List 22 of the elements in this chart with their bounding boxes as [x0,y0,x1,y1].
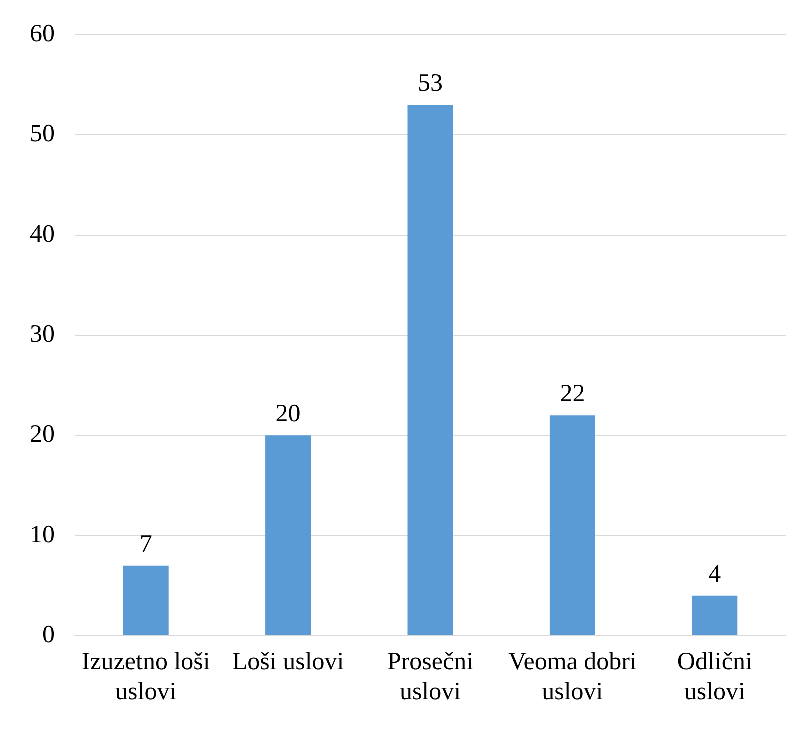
y-tick-label: 50 [30,120,55,148]
x-tick-label: Prosečni uslovi [387,648,474,706]
data-label: 53 [418,70,443,98]
data-label: 22 [560,380,586,408]
data-label: 20 [276,400,301,428]
y-tick-label: 20 [30,421,55,448]
bar [550,416,596,636]
y-tick-label: 30 [30,321,55,348]
y-tick-label: 0 [42,622,55,649]
x-tick-label: Izuzetno loši uslovi [82,648,210,706]
bar [266,436,312,636]
data-label: 4 [708,560,722,588]
data-label: 7 [140,530,152,558]
bar [692,596,738,636]
y-tick-label: 40 [30,220,55,248]
bar [123,566,169,636]
y-tick-label: 10 [30,521,55,548]
y-tick-label: 60 [30,20,55,48]
bar [408,105,454,636]
x-tick-label: Odlični uslovi [677,648,752,706]
x-tick-label: Loši uslovi [232,648,344,676]
x-tick-label: Veoma dobri uslovi [508,648,637,706]
